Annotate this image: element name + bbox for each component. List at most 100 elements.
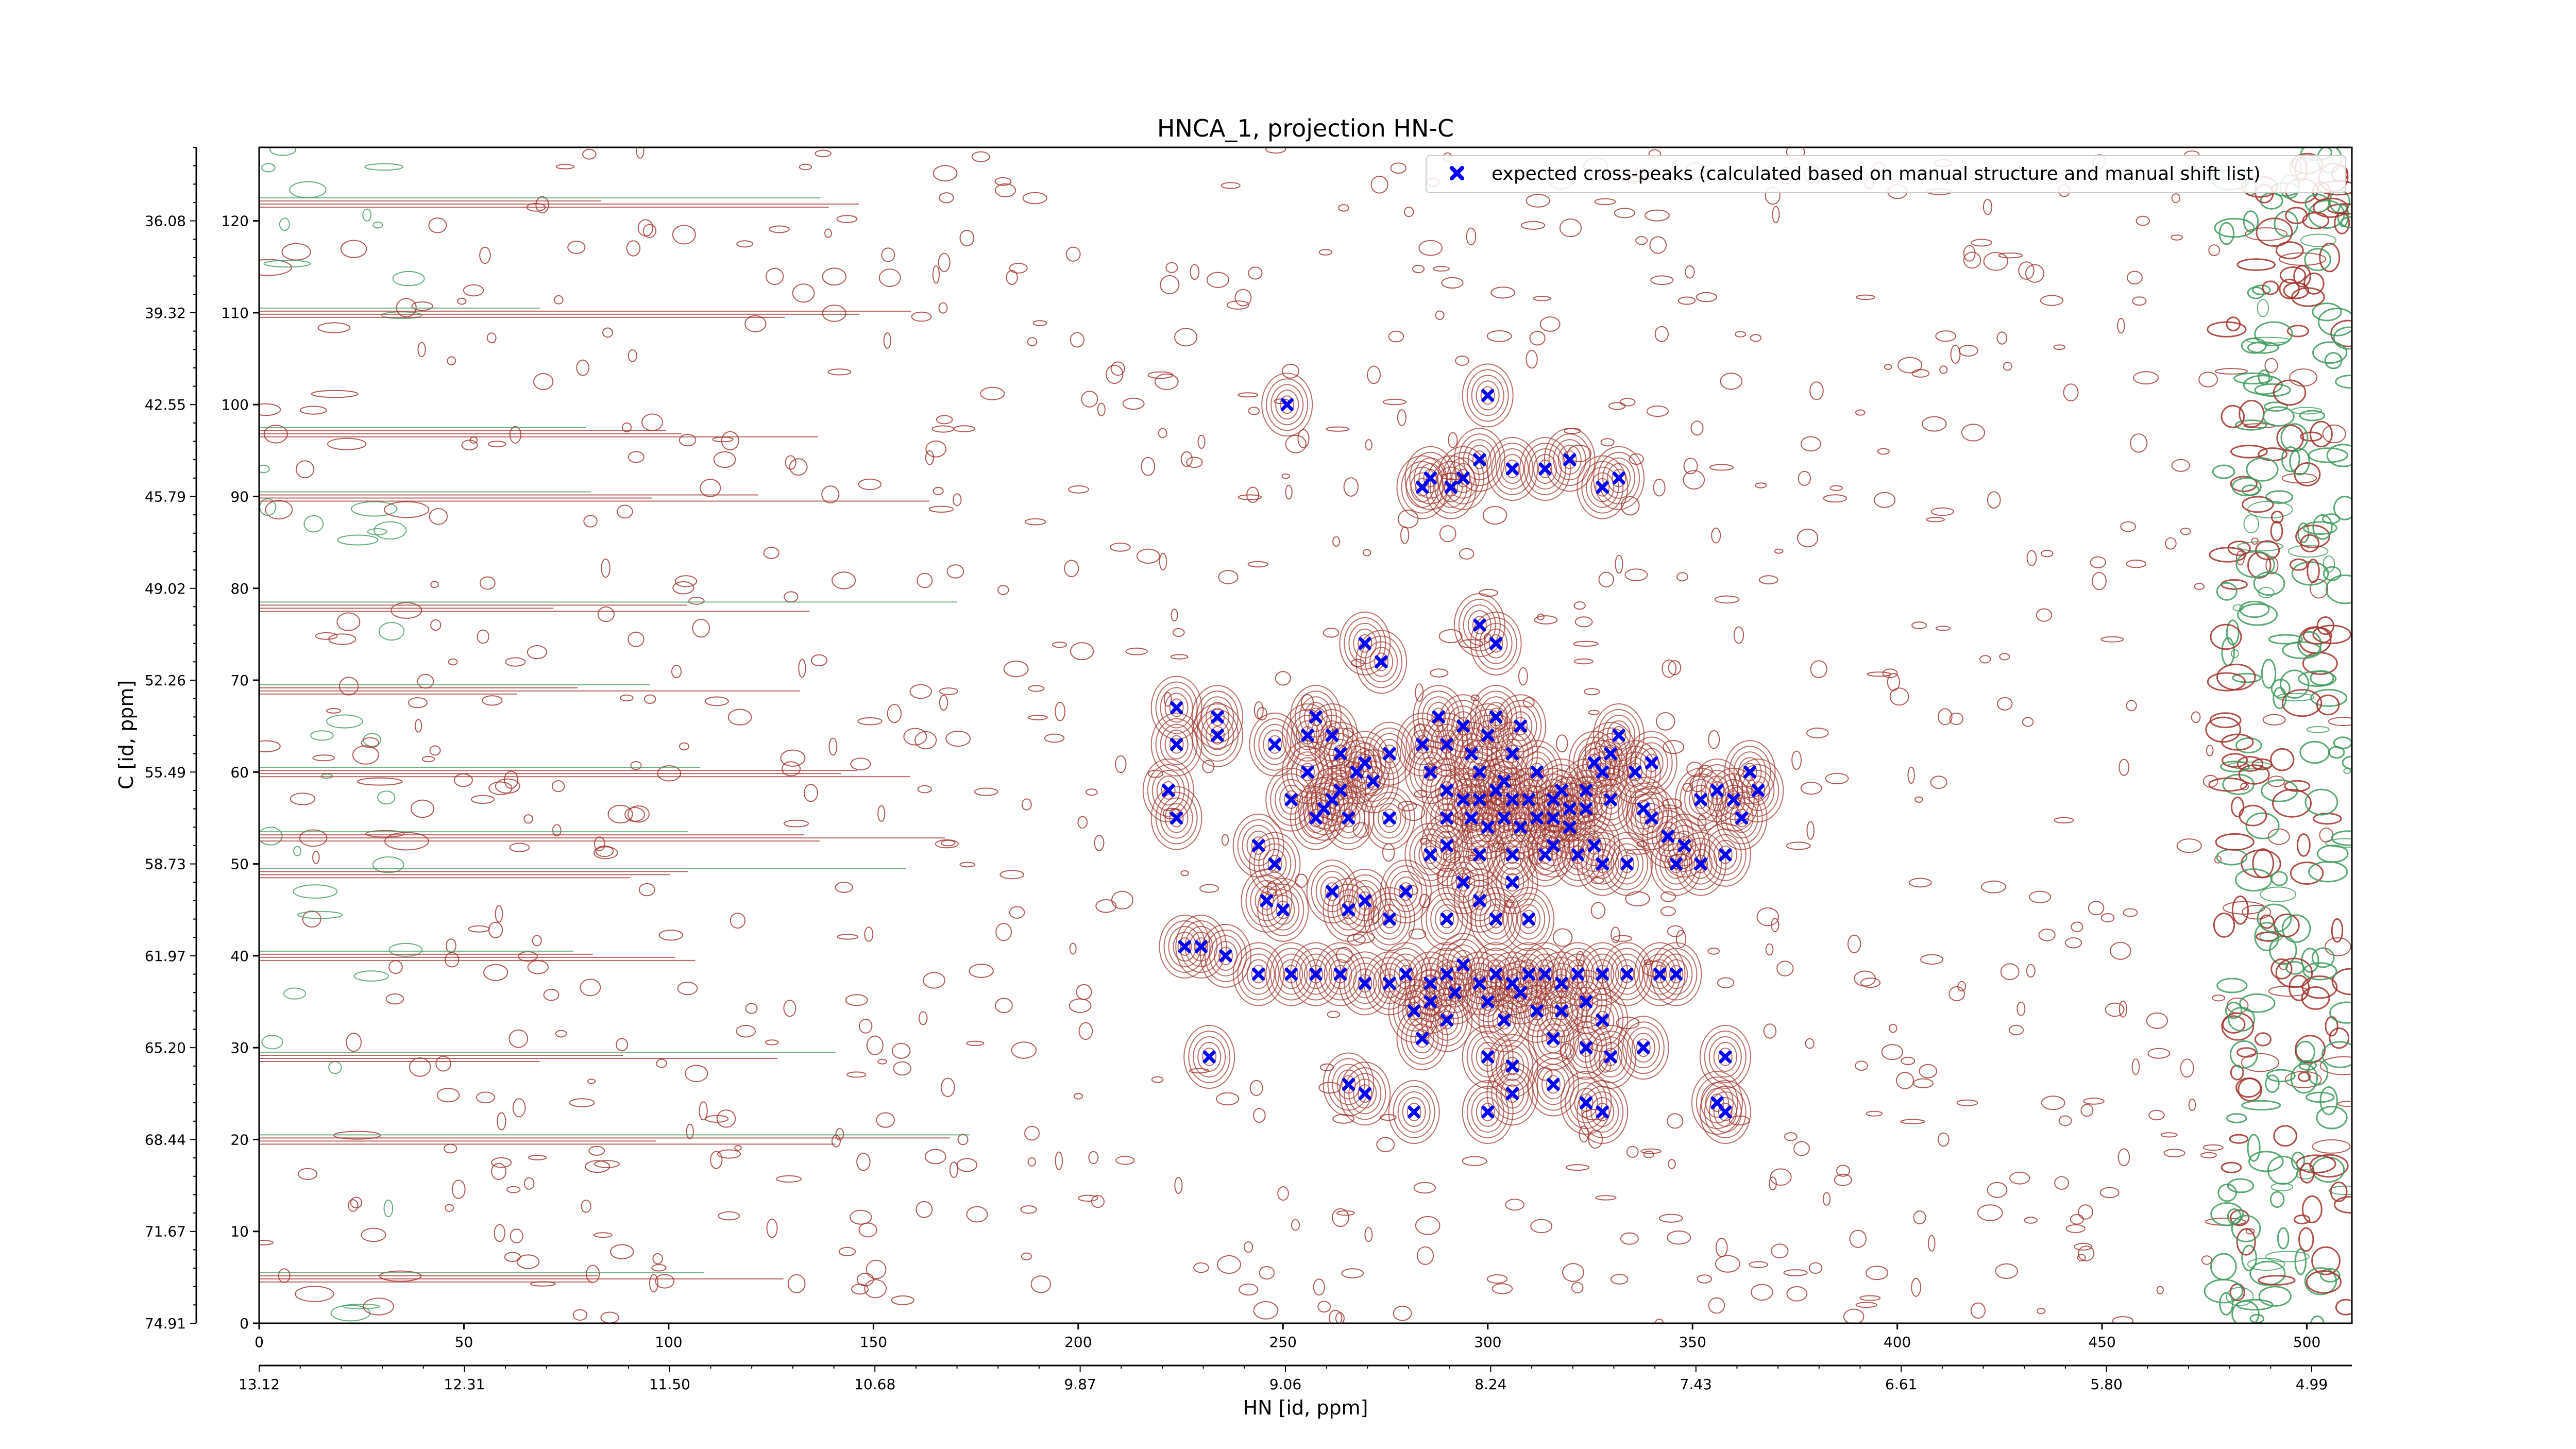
noise-contour <box>856 1272 874 1287</box>
peak-contour <box>1169 808 1184 828</box>
peak-contour <box>1311 865 1353 918</box>
peak-contour <box>1374 652 1389 671</box>
cross-peak-marker <box>1211 710 1224 723</box>
noise-contour <box>914 731 937 750</box>
peak-contour <box>1426 892 1468 946</box>
edge-artifact-contour <box>2235 551 2275 578</box>
noise-contour <box>1996 331 2008 345</box>
peak-contour <box>1396 455 1448 519</box>
peak-contour <box>1451 784 1475 815</box>
noise-contour <box>1526 350 1538 369</box>
peak-contour <box>1150 676 1202 740</box>
peak-contour <box>1475 892 1517 946</box>
peak-contour <box>1462 363 1514 428</box>
noise-contour <box>940 839 956 847</box>
noise-contour <box>385 993 404 1005</box>
peak-contour <box>1725 797 1758 839</box>
peak-contour <box>1418 757 1443 787</box>
cross-peak-marker <box>1465 747 1478 761</box>
noise-contour <box>435 1055 451 1072</box>
noise-contour <box>495 905 503 923</box>
peak-contour <box>1299 953 1332 995</box>
noise-contour <box>1763 1023 1777 1039</box>
peak-contour <box>1720 791 1763 845</box>
noise-contour <box>1172 628 1185 637</box>
noise-contour <box>2284 1071 2322 1088</box>
peak-contour <box>1466 369 1509 422</box>
noise-contour <box>1881 1044 1904 1060</box>
edge-artifact-contour <box>2221 405 2245 428</box>
x-axis-label: HN [id, ppm] <box>1243 1396 1368 1419</box>
edge-artifact-contour <box>2218 222 2235 245</box>
cross-peak-marker <box>1555 1004 1568 1018</box>
cross-peak-marker <box>1170 811 1183 824</box>
noise-contour <box>1855 1060 1868 1071</box>
noise-contour <box>704 696 729 706</box>
noise-contour <box>1677 296 1696 305</box>
noise-contour <box>2092 571 2107 591</box>
peak-contour <box>1458 874 1501 927</box>
noise-contour <box>497 1112 506 1131</box>
peak-contour <box>1497 1010 1512 1030</box>
noise-contour <box>312 851 320 864</box>
edge-artifact-contour <box>2249 1260 2286 1286</box>
noise-contour <box>1438 629 1463 644</box>
noise-contour <box>765 267 784 285</box>
noise-contour <box>2194 583 2205 590</box>
peak-contour <box>1581 1086 1624 1138</box>
noise-contour <box>364 163 404 171</box>
noise-contour <box>672 225 696 245</box>
cross-peak-marker <box>1440 811 1453 824</box>
noise-contour <box>2041 549 2054 558</box>
noise-contour <box>2264 358 2278 373</box>
peak-contour <box>1210 707 1225 727</box>
edge-artifact-contour <box>2230 1209 2250 1226</box>
cross-peak-marker <box>1587 839 1601 852</box>
noise-contour <box>330 1305 371 1322</box>
x-ppm-tick-label: 4.99 <box>2296 1376 2328 1393</box>
edge-artifact-contour <box>2241 484 2260 496</box>
noise-contour <box>263 260 311 268</box>
noise-contour <box>642 224 657 238</box>
peak-contour <box>1612 468 1626 487</box>
edge-artifact-contour <box>2229 1134 2249 1144</box>
noise-contour <box>2130 433 2148 453</box>
noise-contour <box>2088 901 2105 916</box>
noise-contour <box>1077 816 1088 829</box>
noise-contour <box>2306 726 2330 733</box>
noise-contour <box>483 964 509 981</box>
peak-contour <box>1466 1031 1509 1083</box>
edge-artifact-contour <box>2216 849 2248 866</box>
edge-artifact-contour <box>2275 241 2304 260</box>
y-axis-label: C [id, ppm] <box>115 680 138 789</box>
peak-contour <box>1430 824 1464 866</box>
chart-title: HNCA_1, projection HN-C <box>1157 114 1454 142</box>
noise-contour <box>2112 1316 2134 1323</box>
noise-contour <box>594 836 605 851</box>
noise-contour <box>1382 843 1395 862</box>
noise-contour <box>601 558 611 578</box>
noise-contour <box>1699 765 1713 778</box>
edge-artifact-contour <box>2286 325 2309 338</box>
noise-contour <box>2071 921 2083 932</box>
noise-contour <box>2200 1152 2217 1158</box>
noise-contour <box>1981 880 2006 894</box>
noise-contour <box>2289 368 2318 387</box>
noise-contour <box>505 657 526 667</box>
noise-contour <box>2180 1058 2194 1078</box>
noise-contour <box>925 450 935 465</box>
peak-contour <box>1636 799 1651 818</box>
cross-peak-marker <box>1358 976 1371 990</box>
cross-peak-marker <box>1408 1105 1421 1119</box>
noise-contour <box>553 295 564 305</box>
noise-contour <box>727 709 752 726</box>
noise-contour <box>336 612 361 631</box>
peak-contour <box>1500 1079 1524 1109</box>
noise-contour <box>1247 561 1269 568</box>
noise-contour <box>1025 518 1046 526</box>
noise-contour <box>516 1254 540 1269</box>
noise-contour <box>362 208 372 222</box>
noise-contour <box>1335 1312 1345 1323</box>
noise-contour <box>2245 1228 2255 1235</box>
noise-contour <box>1855 1302 1877 1308</box>
